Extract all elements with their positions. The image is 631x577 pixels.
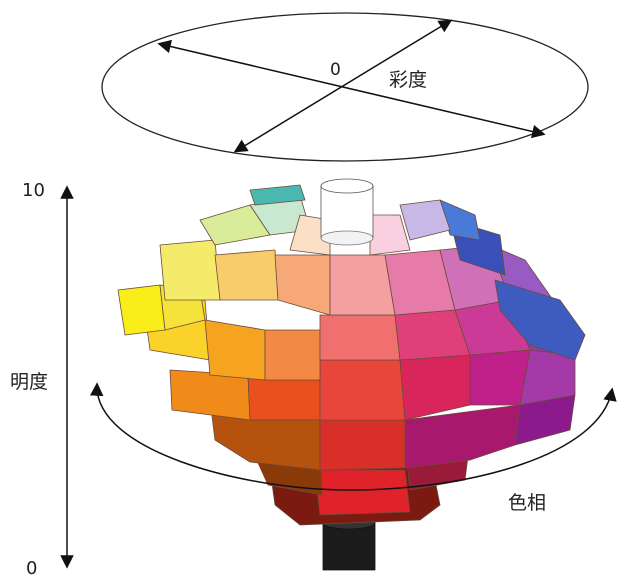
chroma-ellipse bbox=[101, 12, 589, 162]
chroma-ellipse-group: 0 彩度 bbox=[101, 12, 589, 162]
yellow-wing bbox=[117, 284, 166, 336]
solid-top-cylinder bbox=[320, 185, 374, 239]
value-axis-group: 10 明度 0 bbox=[10, 180, 74, 577]
hue-label: 色相 bbox=[508, 492, 546, 514]
hue-arc-group: 色相 bbox=[89, 382, 617, 514]
color-solid-body bbox=[117, 178, 586, 571]
value-bottom-label: 0 bbox=[26, 558, 37, 577]
blue-lobe bbox=[494, 279, 586, 361]
hue-arc-arrow bbox=[89, 382, 617, 491]
chroma-label: 彩度 bbox=[389, 69, 427, 91]
chroma-axis-arrow-1 bbox=[157, 39, 546, 139]
value-label: 明度 bbox=[10, 371, 48, 393]
value-top-label: 10 bbox=[22, 180, 45, 201]
solid-stem bbox=[322, 522, 376, 571]
chroma-zero-label: 0 bbox=[330, 60, 341, 80]
chroma-axis-arrow-2 bbox=[233, 19, 453, 153]
